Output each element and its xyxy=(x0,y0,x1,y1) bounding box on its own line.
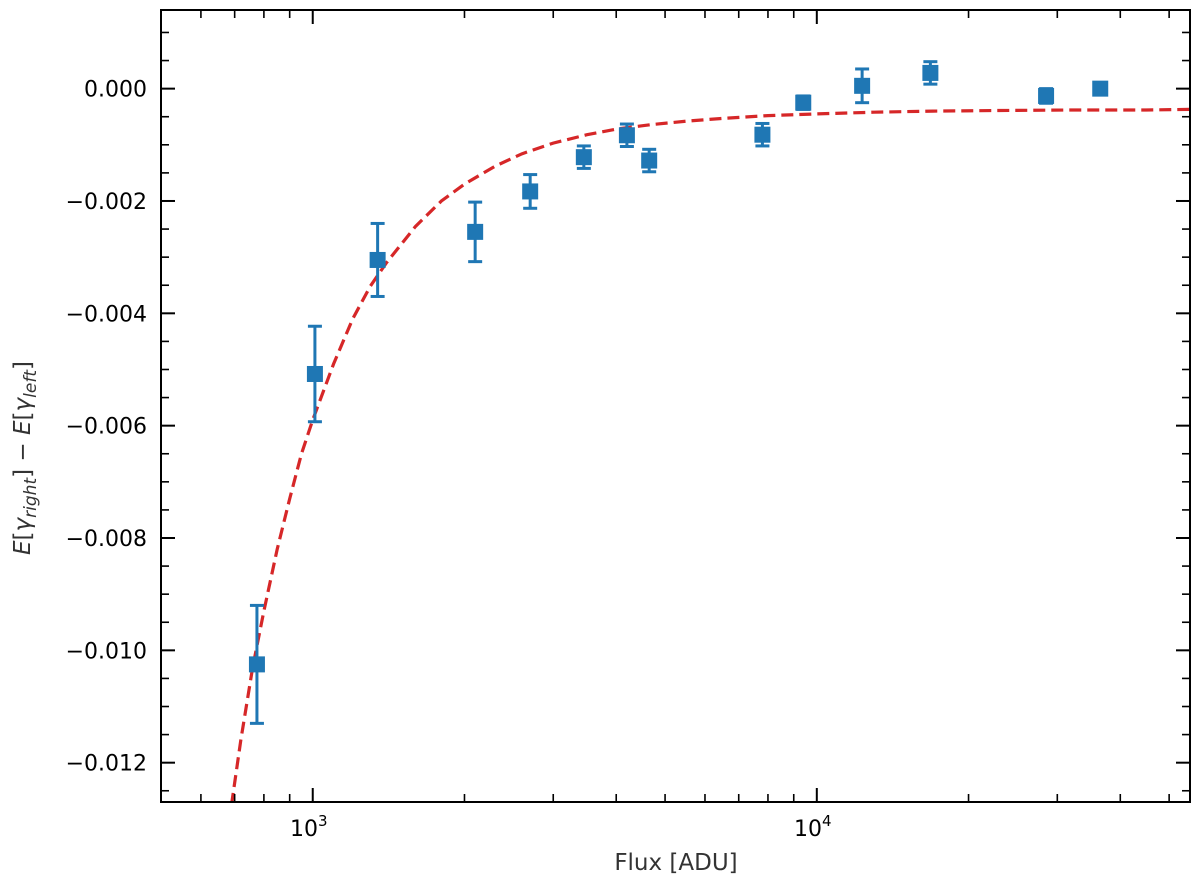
data-point-2 xyxy=(306,324,323,424)
data-marker xyxy=(754,126,771,143)
data-marker xyxy=(922,64,939,81)
data-point-12 xyxy=(922,60,939,86)
data-marker xyxy=(248,656,265,673)
data-point-3 xyxy=(369,221,386,298)
data-point-11 xyxy=(854,67,871,105)
plot-content xyxy=(230,60,1190,802)
y-tick-label: −0.012 xyxy=(66,752,147,777)
plot-area xyxy=(230,60,1190,802)
axes-border xyxy=(160,9,1191,803)
x-tick-label: 104 xyxy=(794,812,832,842)
y-tick-label: −0.004 xyxy=(66,302,147,327)
data-marker xyxy=(618,127,635,144)
data-point-1 xyxy=(248,603,265,725)
y-tick-label: −0.006 xyxy=(66,415,147,440)
data-point-13 xyxy=(1038,87,1055,105)
data-point-10 xyxy=(795,94,812,111)
y-axis-label: E[γright] − E[γleft] xyxy=(10,361,41,555)
data-marker xyxy=(575,149,592,166)
y-tick-label: −0.010 xyxy=(66,639,147,664)
x-tick-label: 103 xyxy=(290,812,328,842)
x-axis-ticks: 103 104 xyxy=(160,10,1170,842)
data-point-14 xyxy=(1092,80,1109,97)
x-axis-label: Flux [ADU] xyxy=(614,850,737,876)
data-marker xyxy=(854,77,871,94)
data-point-5 xyxy=(522,173,539,210)
y-tick-label: −0.002 xyxy=(66,190,147,215)
data-point-8 xyxy=(641,147,658,174)
data-marker xyxy=(306,365,323,382)
fit-curve xyxy=(230,107,1190,802)
y-tick-label: 0.000 xyxy=(84,78,147,103)
data-marker xyxy=(369,251,386,268)
data-point-7 xyxy=(618,122,635,148)
axes-frame xyxy=(160,9,1191,803)
data-marker xyxy=(795,94,812,111)
data-marker xyxy=(641,152,658,169)
data-point-9 xyxy=(754,121,771,148)
data-marker xyxy=(1038,87,1055,104)
data-marker xyxy=(1092,80,1109,97)
y-tick-label: −0.008 xyxy=(66,527,147,552)
data-point-4 xyxy=(467,200,484,264)
data-marker xyxy=(467,223,484,240)
y-axis-ticks: 0.000 −0.002 −0.004 −0.006 −0.008 −0.010 −0.01… xyxy=(66,31,1190,792)
data-marker xyxy=(522,183,539,200)
data-point-6 xyxy=(575,144,592,170)
